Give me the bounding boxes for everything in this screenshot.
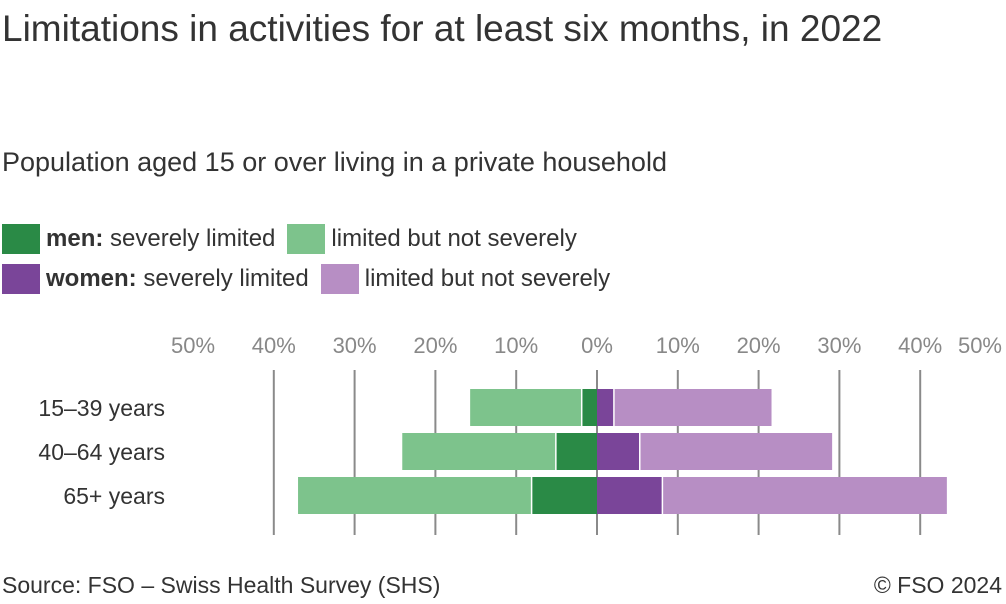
x-tick-label: 20% xyxy=(737,333,781,358)
legend-men-severe-label: severely limited xyxy=(103,225,276,252)
bar-men-limited xyxy=(402,433,556,470)
bar-men-severe xyxy=(556,433,597,470)
x-tick-label: 0% xyxy=(581,333,613,358)
chart-plot: 50% 40% 30% 20% 10% 0% 10% 20% 30% 40% 50% 15–39 ye… xyxy=(38,333,1002,535)
x-tick-label: 30% xyxy=(333,333,377,358)
x-tick-label: 10% xyxy=(494,333,538,358)
legend-women-severe-label: severely limited xyxy=(136,265,309,292)
legend-swatch-women-limited xyxy=(320,264,359,294)
legend-item-men-severe: men: severely limited xyxy=(2,224,275,254)
legend-men-limited-label: limited but not severely xyxy=(331,225,577,252)
bar-women-limited xyxy=(614,389,772,426)
source-note: Source: FSO – Swiss Health Survey (SHS) xyxy=(2,572,441,598)
bar-women-severe xyxy=(597,389,614,426)
x-tick-label: 10% xyxy=(656,333,700,358)
legend-swatch-men-limited xyxy=(287,224,326,254)
x-tick-label: 20% xyxy=(413,333,457,358)
x-tick-label: 50% xyxy=(171,333,215,358)
legend-item-men-limited: limited but not severely xyxy=(287,224,577,254)
bar-women-limited xyxy=(640,433,833,470)
bar-men-limited xyxy=(298,477,531,514)
x-tick-label: 40% xyxy=(252,333,296,358)
bar-women-severe xyxy=(597,477,662,514)
legend-item-women-limited: limited but not severely xyxy=(320,264,611,294)
chart-title: Limitations in activities for at least s… xyxy=(2,8,883,49)
x-tick-label: 40% xyxy=(898,333,942,358)
legend-men: men: severely limited limited but not se… xyxy=(2,223,589,255)
chart-subtitle: Population aged 15 or over living in a p… xyxy=(2,147,667,177)
legend-women-prefix: women: xyxy=(46,265,137,292)
bar-men-severe xyxy=(532,477,597,514)
category-label: 15–39 years xyxy=(38,395,165,421)
bar-women-severe xyxy=(597,433,640,470)
bar-men-severe xyxy=(582,389,597,426)
legend-women: women: severely limited limited but not … xyxy=(2,263,622,295)
legend-swatch-men-severe xyxy=(2,224,40,254)
copyright: © FSO 2024 xyxy=(873,572,1002,598)
legend-men-prefix: men: xyxy=(46,225,104,252)
bar-women-limited xyxy=(663,477,947,514)
x-tick-label: 30% xyxy=(817,333,861,358)
bar-men-limited xyxy=(470,389,581,426)
x-tick-label: 50% xyxy=(958,333,1002,358)
legend-swatch-women-severe xyxy=(2,264,40,294)
category-label: 65+ years xyxy=(63,483,165,509)
legend-item-women-severe: women: severely limited xyxy=(2,264,309,294)
legend-women-limited-label: limited but not severely xyxy=(364,265,611,292)
category-label: 40–64 years xyxy=(38,439,165,465)
